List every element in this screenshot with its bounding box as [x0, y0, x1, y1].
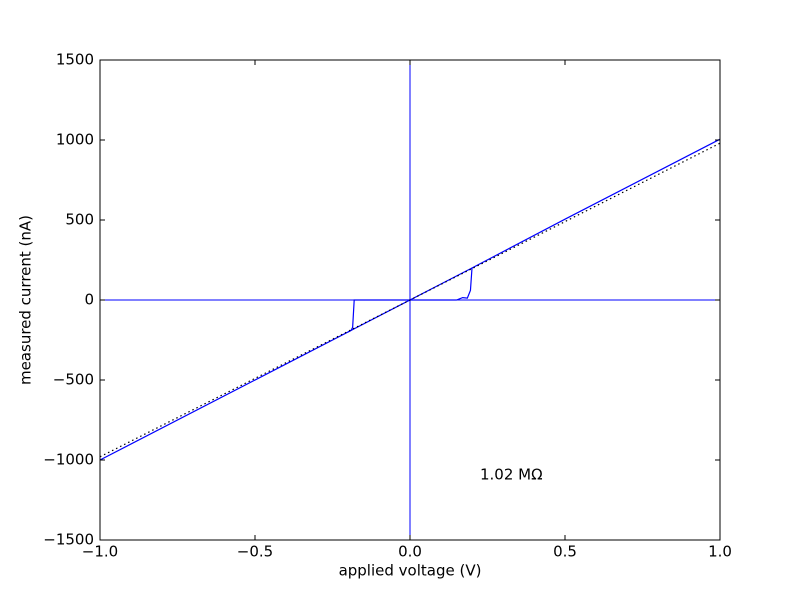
x-tick-label: −0.5 [237, 543, 273, 561]
y-axis-label: measured current (nA) [17, 215, 35, 385]
x-tick-label: 1.0 [708, 543, 732, 561]
x-tick-label: 0.5 [553, 543, 577, 561]
y-tick-label: 0 [84, 291, 94, 309]
y-tick-label: −500 [53, 371, 94, 389]
data-line [99, 138, 721, 461]
data-line [99, 142, 721, 458]
y-tick-label: 1500 [56, 51, 94, 69]
x-tick-label: −1.0 [82, 543, 118, 561]
plot-frame [99, 59, 721, 541]
y-tick-label: −1000 [43, 451, 94, 469]
x-tick-label: 0.0 [398, 543, 422, 561]
x-axis-label: applied voltage (V) [339, 562, 482, 580]
y-tick-label: 1000 [56, 131, 94, 149]
y-tick-label: 500 [65, 211, 94, 229]
annotation: 1.02 MΩ [480, 466, 543, 484]
y-tick-label: −1500 [43, 531, 94, 549]
